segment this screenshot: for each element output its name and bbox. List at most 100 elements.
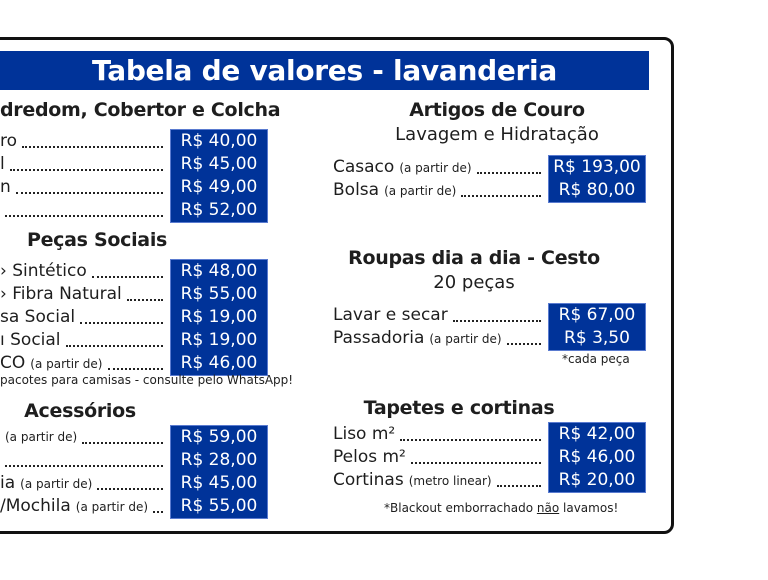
- item-label: n: [0, 177, 11, 197]
- item-label: Passadoria: [333, 328, 425, 348]
- item-price: R$ 67,00: [558, 305, 636, 325]
- item-price: R$ 46,00: [558, 447, 636, 467]
- section-heading: Artigos de Couro: [409, 99, 585, 121]
- item-label: ia: [0, 473, 16, 493]
- item-price: R$ 42,00: [558, 424, 636, 444]
- dot-leader: [97, 488, 163, 490]
- item-label: /Mochila: [0, 496, 71, 516]
- dot-leader: [461, 195, 541, 197]
- item-note: (a partir de): [399, 161, 472, 175]
- item-label: › Fibra Natural: [0, 284, 122, 304]
- dot-leader: [452, 320, 541, 322]
- item-label: Cortinas: [333, 470, 404, 490]
- price-row: ro: [0, 130, 163, 153]
- item-price: R$ 55,00: [180, 496, 258, 516]
- dot-leader: [126, 299, 163, 301]
- price-box: R$ 59,00 R$ 28,00 R$ 45,00 R$ 55,00: [170, 425, 268, 519]
- price-row: Passadoria (a partir de): [333, 327, 541, 350]
- item-note: (metro linear): [408, 474, 492, 488]
- item-note: (a partir de): [384, 184, 457, 198]
- dot-leader: [107, 368, 163, 370]
- dot-leader: [5, 465, 163, 467]
- price-row: › Sintético: [0, 260, 163, 283]
- price-card: [0, 37, 674, 534]
- item-price: R$ 3,50: [564, 328, 630, 348]
- item-price: R$ 46,00: [180, 353, 258, 373]
- item-price: R$ 80,00: [558, 180, 636, 200]
- item-price: R$ 49,00: [180, 177, 258, 197]
- price-row: Pelos m²: [333, 446, 541, 469]
- price-row: Casaco (a partir de): [333, 156, 541, 179]
- item-price: R$ 19,00: [180, 330, 258, 350]
- footnote: *cada peça: [562, 352, 630, 366]
- price-row: ı Social: [0, 329, 163, 352]
- item-note: (a partir de): [5, 430, 78, 444]
- item-price: R$ 52,00: [180, 200, 258, 220]
- section-heading: Roupas dia a dia - Cesto: [348, 247, 600, 269]
- item-note: (a partir de): [429, 332, 502, 346]
- dot-leader: [91, 276, 163, 278]
- item-price: R$ 20,00: [558, 470, 636, 490]
- item-label: Casaco: [333, 157, 395, 177]
- item-price: R$ 45,00: [180, 473, 258, 493]
- price-row: › Fibra Natural: [0, 283, 163, 306]
- item-note: (a partir de): [20, 477, 93, 491]
- price-row: n: [0, 176, 163, 199]
- footnote: *Blackout emborrachado não lavamos!: [384, 501, 618, 515]
- price-row: ia (a partir de): [0, 472, 163, 495]
- item-note: (a partir de): [75, 500, 149, 514]
- price-row: CO (a partir de): [0, 352, 163, 375]
- dot-leader: [400, 439, 541, 441]
- item-price: R$ 59,00: [180, 427, 258, 447]
- dot-leader: [82, 442, 163, 444]
- item-price: R$ 28,00: [180, 450, 258, 470]
- dot-leader: [506, 343, 541, 345]
- price-row: /Mochila (a partir de): [0, 495, 164, 518]
- page-title: Tabela de valores - lavanderia: [0, 51, 649, 90]
- item-label: Pelos m²: [333, 447, 406, 467]
- dot-leader: [65, 345, 163, 347]
- price-row: Lavar e secar: [333, 304, 541, 327]
- price-box: R$ 40,00 R$ 45,00 R$ 49,00 R$ 52,00: [170, 129, 268, 223]
- item-label: l: [0, 154, 5, 174]
- item-label: Liso m²: [333, 424, 396, 444]
- price-row: Cortinas (metro linear): [333, 469, 541, 492]
- price-box: R$ 193,00 R$ 80,00: [548, 155, 646, 203]
- footnote: pacotes para camisas - consulte pelo Wha…: [0, 373, 294, 387]
- item-label: Lavar e secar: [333, 305, 448, 325]
- price-row: (a partir de): [0, 426, 163, 449]
- price-box: R$ 48,00 R$ 55,00 R$ 19,00 R$ 19,00 R$ 46,00: [170, 259, 268, 376]
- price-row: Liso m²: [333, 423, 541, 446]
- item-label: ı Social: [0, 330, 61, 350]
- dot-leader: [22, 146, 163, 148]
- footnote-text: *Blackout emborrachado: [384, 501, 537, 515]
- price-row: [0, 449, 163, 472]
- dot-leader: [9, 169, 163, 171]
- item-price: R$ 193,00: [553, 157, 641, 177]
- section-heading: dredom, Cobertor e Colcha: [0, 99, 281, 121]
- item-label: › Sintético: [0, 261, 87, 281]
- price-box: R$ 42,00 R$ 46,00 R$ 20,00: [548, 422, 646, 493]
- dot-leader: [476, 172, 541, 174]
- price-row: Bolsa (a partir de): [333, 179, 541, 202]
- item-price: R$ 45,00: [180, 154, 258, 174]
- price-row: l: [0, 153, 163, 176]
- dot-leader: [5, 215, 163, 217]
- item-label: ro: [0, 131, 18, 151]
- dot-leader: [410, 462, 541, 464]
- item-label: CO: [0, 353, 26, 373]
- dot-leader: [496, 485, 541, 487]
- item-note: (a partir de): [30, 357, 103, 371]
- section-heading: Acessórios: [24, 400, 136, 422]
- dot-leader: [153, 511, 164, 513]
- item-label: sa Social: [0, 307, 76, 327]
- section-subheading: Lavagem e Hidratação: [395, 124, 599, 145]
- item-price: R$ 19,00: [180, 307, 258, 327]
- item-price: R$ 48,00: [180, 261, 258, 281]
- dot-leader: [15, 192, 163, 194]
- section-heading: Peças Sociais: [26, 229, 168, 251]
- footnote-text: lavamos!: [559, 501, 619, 515]
- footnote-emphasis: não: [536, 501, 560, 515]
- dot-leader: [80, 322, 163, 324]
- price-row: sa Social: [0, 306, 163, 329]
